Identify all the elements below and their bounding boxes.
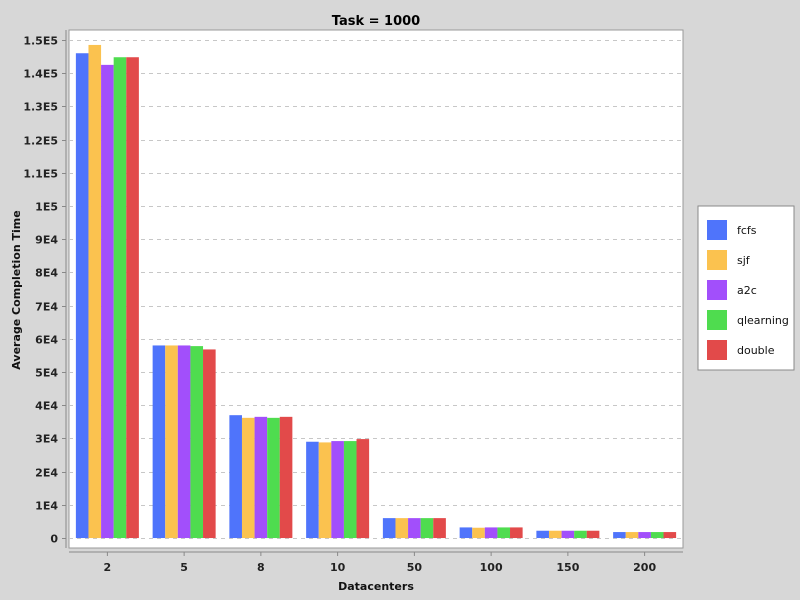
bar-double-150 bbox=[586, 530, 600, 539]
bar-double-8 bbox=[279, 416, 293, 539]
bar-qlearning-5 bbox=[190, 346, 204, 539]
legend-label-a2c: a2c bbox=[737, 284, 757, 297]
bar-qlearning-8 bbox=[267, 417, 280, 539]
bar-a2c-200 bbox=[638, 532, 651, 539]
x-tick-label: 50 bbox=[407, 561, 423, 574]
bar-a2c-10 bbox=[331, 441, 344, 539]
x-tick-label: 100 bbox=[480, 561, 503, 574]
legend-label-fcfs: fcfs bbox=[737, 224, 757, 237]
chart-title: Task = 1000 bbox=[332, 14, 420, 29]
legend: fcfs sjf a2c qlearning double bbox=[697, 205, 795, 371]
bar-sjf-100 bbox=[472, 527, 485, 539]
bar-fcfs-50 bbox=[382, 518, 396, 539]
bar-fcfs-2 bbox=[75, 53, 89, 539]
y-tick-label: 2E4 bbox=[35, 467, 58, 480]
legend-swatch-sjf bbox=[707, 250, 727, 270]
y-tick-label: 1.4E5 bbox=[23, 68, 58, 81]
bar-qlearning-50 bbox=[420, 518, 434, 539]
bar-double-50 bbox=[433, 518, 446, 539]
bar-fcfs-8 bbox=[229, 415, 242, 539]
bar-sjf-8 bbox=[241, 417, 255, 539]
bar-a2c-5 bbox=[177, 345, 191, 539]
legend-label-double: double bbox=[737, 344, 775, 357]
bar-sjf-2 bbox=[88, 44, 102, 539]
y-tick-label: 7E4 bbox=[35, 301, 58, 314]
x-tick-label: 2 bbox=[104, 561, 112, 574]
legend-swatch-fcfs bbox=[707, 220, 727, 240]
bar-sjf-200 bbox=[625, 532, 639, 539]
y-tick-label: 1.2E5 bbox=[23, 135, 58, 148]
bar-a2c-100 bbox=[484, 527, 498, 539]
y-tick-label: 0 bbox=[50, 533, 58, 546]
y-axis: 0 1E4 2E4 3E4 4E4 5E4 6E4 7E4 8E4 9E4 1E5 1.1E5 1.2E… bbox=[23, 30, 67, 548]
bar-a2c-8 bbox=[254, 416, 268, 539]
legend-swatch-qlearning bbox=[707, 310, 727, 330]
legend-label-sjf: sjf bbox=[737, 254, 751, 267]
bar-a2c-150 bbox=[561, 530, 575, 539]
bar-fcfs-100 bbox=[459, 527, 473, 539]
bars bbox=[75, 44, 677, 539]
bar-double-5 bbox=[203, 349, 216, 539]
bar-qlearning-200 bbox=[650, 532, 664, 539]
y-tick-label: 1.5E5 bbox=[23, 35, 58, 48]
y-tick-label: 1.3E5 bbox=[23, 101, 58, 114]
y-tick-label: 5E4 bbox=[35, 367, 58, 380]
bar-sjf-150 bbox=[548, 530, 562, 539]
x-tick-label: 5 bbox=[180, 561, 188, 574]
bar-fcfs-200 bbox=[613, 532, 626, 539]
bar-a2c-2 bbox=[101, 64, 114, 539]
y-tick-label: 8E4 bbox=[35, 267, 58, 280]
y-tick-label: 4E4 bbox=[35, 400, 58, 413]
y-tick-label: 9E4 bbox=[35, 234, 58, 247]
bar-qlearning-150 bbox=[574, 530, 587, 539]
bar-qlearning-2 bbox=[113, 57, 127, 539]
y-tick-label: 3E4 bbox=[35, 433, 58, 446]
legend-swatch-double bbox=[707, 340, 727, 360]
y-tick-label: 1E5 bbox=[35, 201, 58, 214]
x-tick-label: 150 bbox=[556, 561, 579, 574]
bar-sjf-50 bbox=[395, 518, 409, 539]
y-axis-label: Average Completion Time bbox=[10, 210, 23, 369]
x-tick-label: 200 bbox=[633, 561, 656, 574]
bar-fcfs-150 bbox=[536, 530, 549, 539]
bar-fcfs-5 bbox=[152, 345, 166, 539]
bar-double-100 bbox=[510, 527, 523, 539]
x-tick-label: 8 bbox=[257, 561, 265, 574]
legend-swatch-a2c bbox=[707, 280, 727, 300]
y-tick-label: 6E4 bbox=[35, 334, 58, 347]
y-tick-label: 1E4 bbox=[35, 500, 58, 513]
x-tick-label: 10 bbox=[330, 561, 346, 574]
bar-a2c-50 bbox=[408, 518, 421, 539]
bar-double-200 bbox=[663, 532, 677, 539]
bar-sjf-10 bbox=[318, 442, 332, 539]
grid-lines bbox=[69, 40, 683, 539]
bar-fcfs-10 bbox=[306, 441, 319, 539]
bar-double-2 bbox=[126, 57, 139, 539]
x-axis-label: Datacenters bbox=[338, 580, 414, 593]
bar-sjf-5 bbox=[165, 345, 178, 539]
bar-qlearning-100 bbox=[497, 527, 511, 539]
legend-label-qlearning: qlearning bbox=[737, 314, 789, 327]
bar-double-10 bbox=[356, 439, 370, 539]
bar-qlearning-10 bbox=[343, 441, 357, 539]
x-axis: 2 5 8 10 50 100 150 200 bbox=[69, 551, 683, 574]
y-tick-label: 1.1E5 bbox=[23, 168, 58, 181]
